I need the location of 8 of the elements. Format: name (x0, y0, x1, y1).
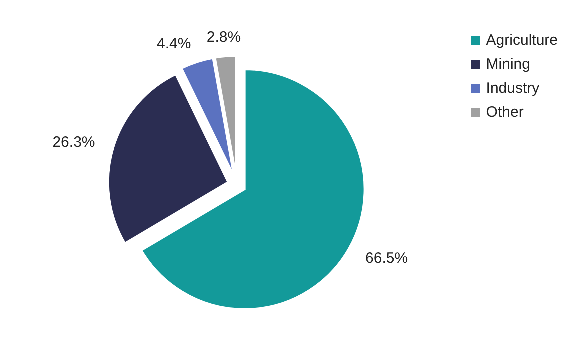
legend-label: Agriculture (486, 32, 558, 48)
legend-label: Other (486, 104, 524, 120)
data-label: 4.4% (157, 36, 192, 53)
data-label: 26.3% (52, 134, 96, 151)
data-label: 2.8% (206, 29, 242, 46)
legend-label: Industry (486, 80, 540, 96)
legend-label: Mining (486, 56, 530, 72)
data-label: 66.5% (366, 250, 408, 267)
